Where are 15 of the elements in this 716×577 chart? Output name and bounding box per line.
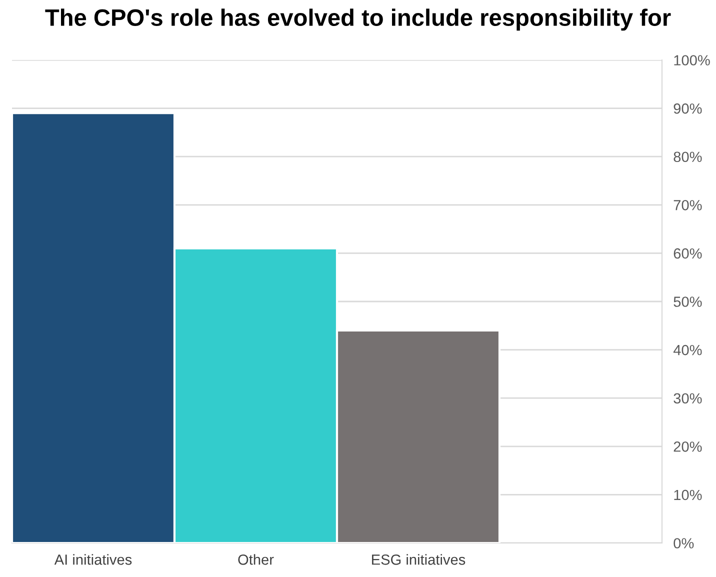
x-tick-label: ESG initiatives [372,554,466,565]
y-tick-label: 60% [674,248,702,259]
y-tick-label: 0% [674,538,694,548]
y-tick-label: 100% [674,55,710,66]
y-tick-label: 20% [674,442,702,452]
y-tick-label: 80% [674,152,702,162]
x-tick-label: AI initiatives [54,554,132,565]
chart-title: The CPO's role has evolved to include responsibility for [45,8,671,31]
y-tick-label: 30% [674,393,702,404]
y-tick-label: 10% [674,490,702,500]
y-tick-label: 40% [673,344,702,356]
x-tick-label: Other [238,554,274,565]
y-tick-label: 90% [674,103,702,114]
y-tick-label: 70% [674,200,702,210]
y-tick-label: 50% [674,296,702,307]
